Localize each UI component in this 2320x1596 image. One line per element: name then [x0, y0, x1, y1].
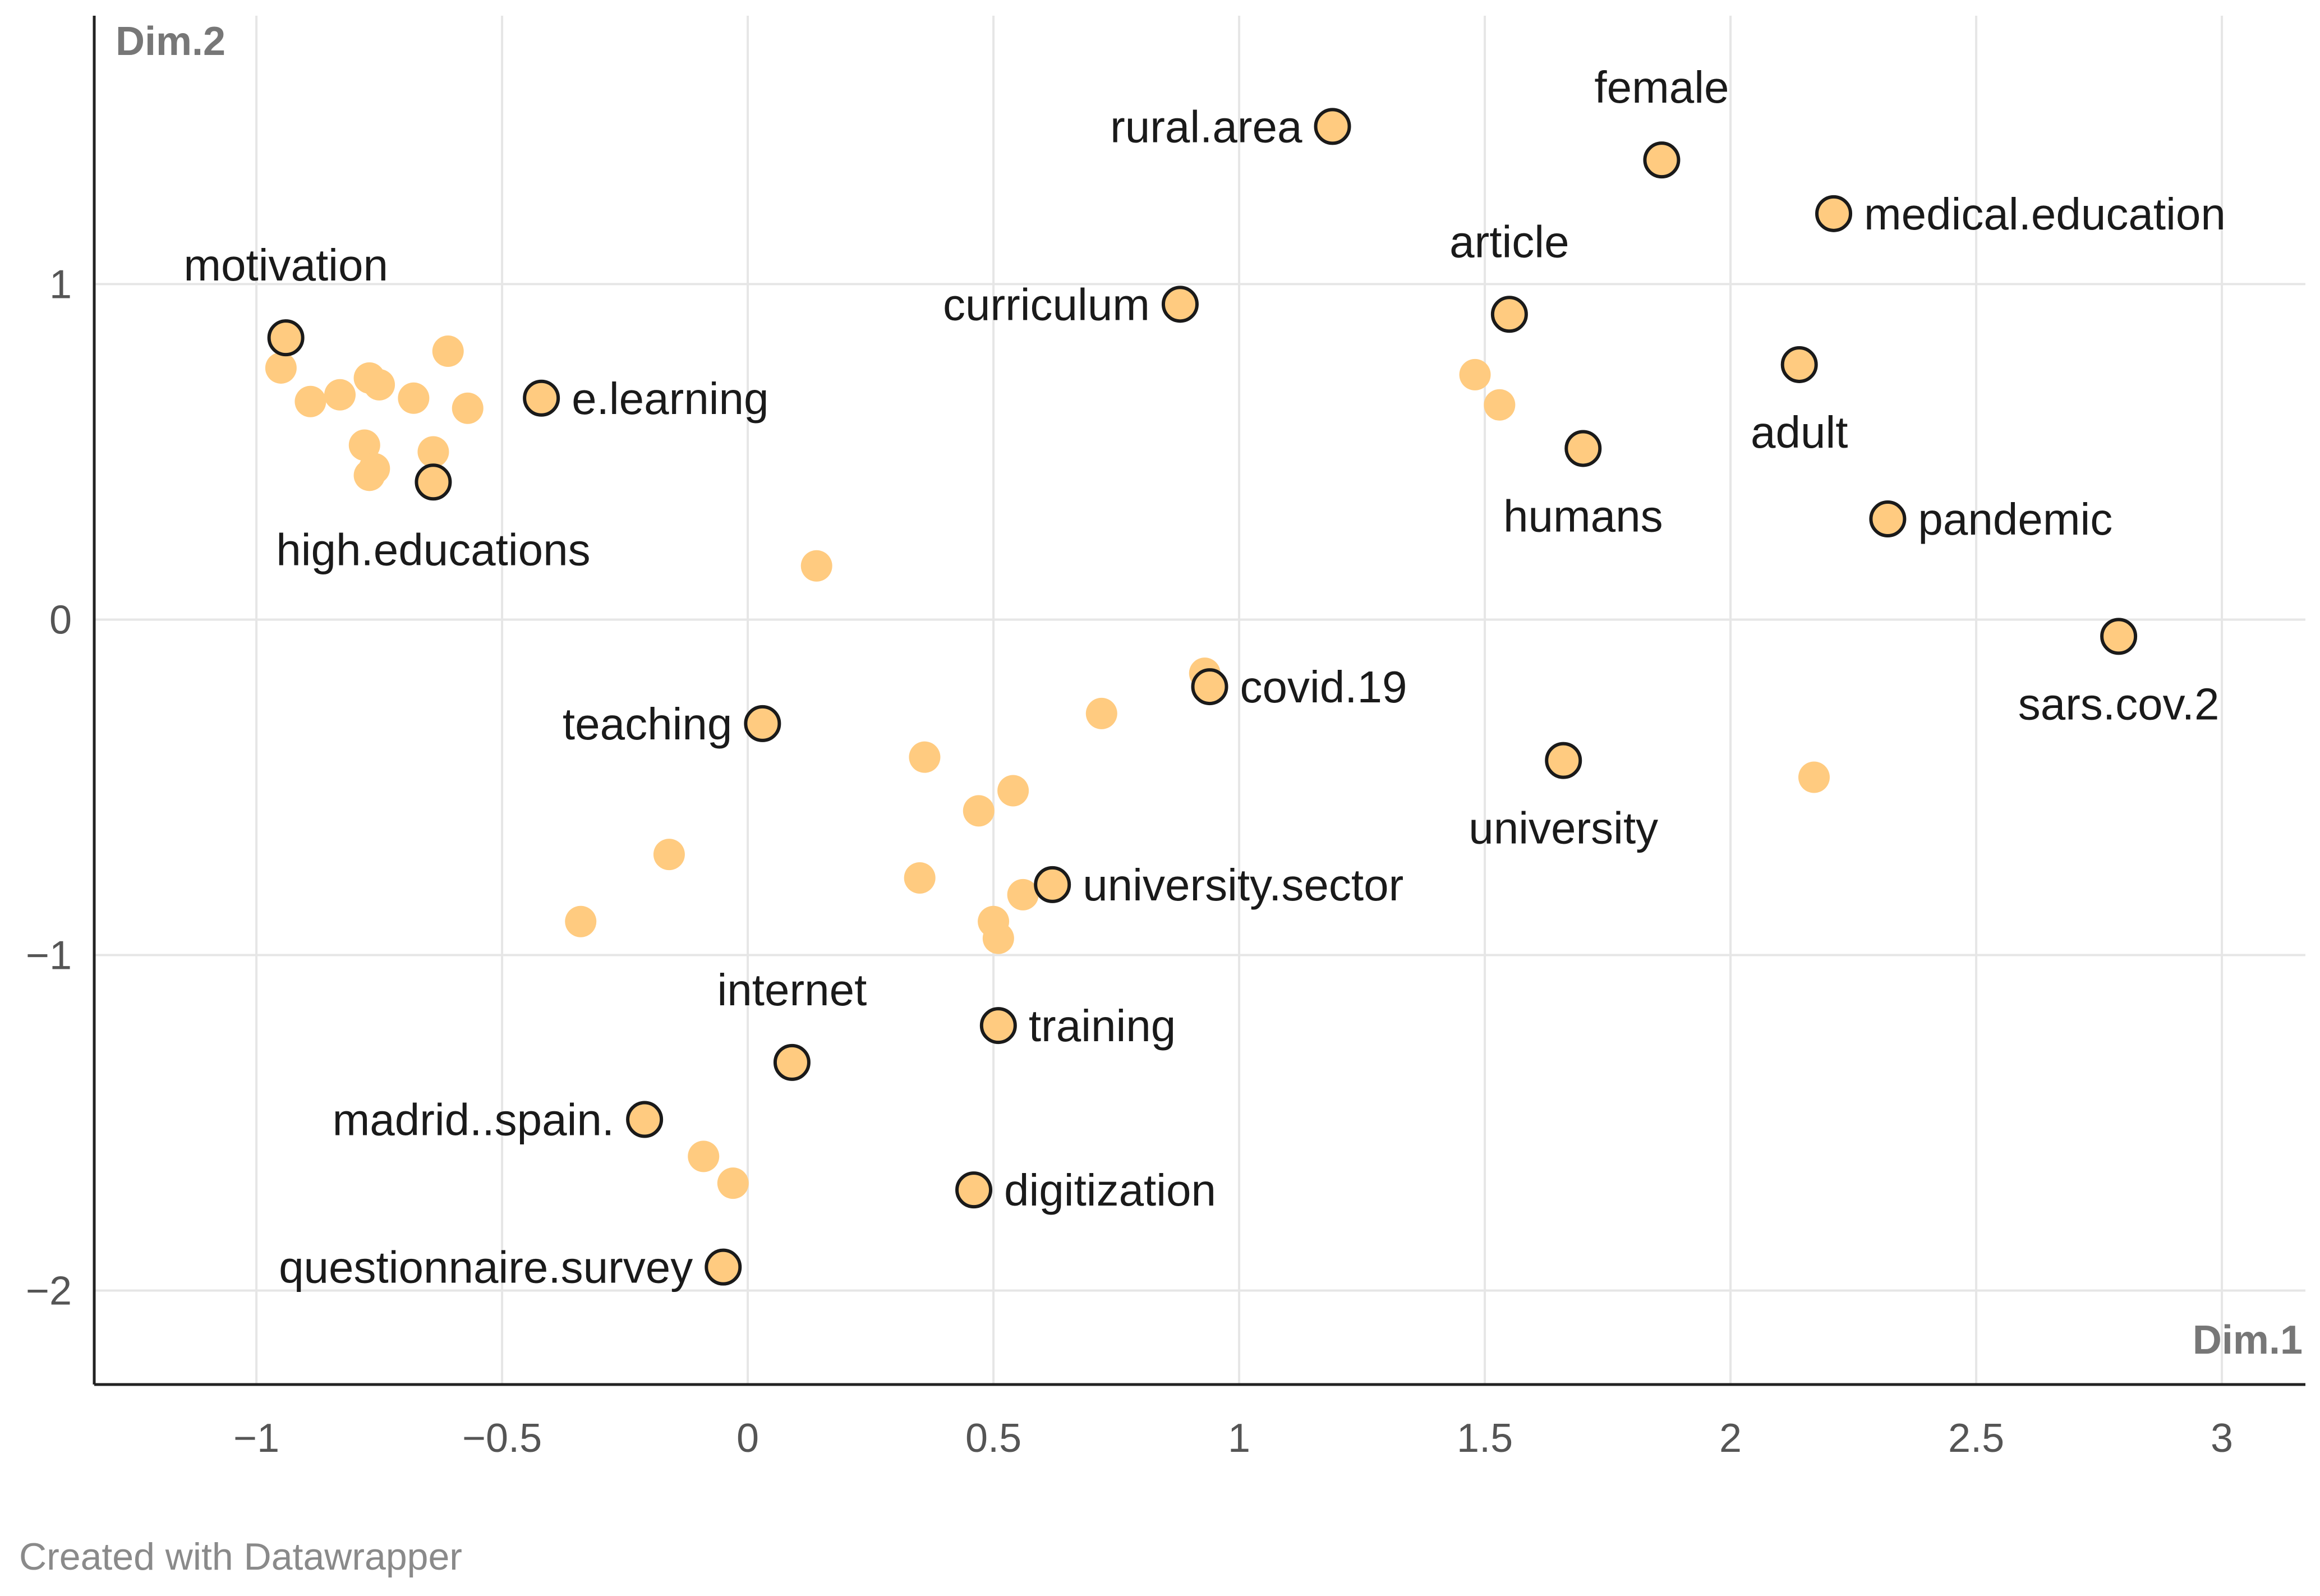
y-tick-label: 1: [49, 262, 72, 307]
x-tick-label: 1.5: [1457, 1416, 1513, 1461]
credit-text: Created with Datawrapper: [19, 1535, 462, 1578]
labeled-data-point: [1161, 286, 1199, 323]
point-labels-layer: motivation e.learning high.educations rural…: [183, 62, 2226, 1293]
grid-layer: [94, 16, 2305, 1385]
data-point: [688, 1140, 720, 1172]
data-point: [398, 382, 430, 414]
data-point: [363, 369, 395, 401]
data-point: [997, 775, 1029, 807]
data-point: [800, 550, 832, 582]
point-label: sars.cov.2: [2018, 679, 2220, 729]
x-tick-label: 0: [736, 1416, 759, 1461]
point-label: medical.education: [1864, 189, 2226, 239]
data-point: [717, 1167, 749, 1199]
labeled-data-point: [1314, 108, 1351, 145]
point-label: internet: [717, 965, 867, 1015]
x-tick-label: 1: [1228, 1416, 1250, 1461]
point-label: covid.19: [1240, 662, 1407, 712]
data-point: [982, 922, 1014, 954]
labeled-data-point: [2100, 618, 2138, 655]
point-label: digitization: [1004, 1165, 1216, 1215]
point-label: rural.area: [1110, 102, 1302, 151]
data-point: [565, 905, 597, 937]
labeled-data-point: [955, 1171, 993, 1209]
data-point: [963, 795, 995, 827]
labeled-data-point: [1643, 141, 1681, 179]
labeled-data-point: [1490, 296, 1528, 333]
y-axis-title: Dim.2: [116, 19, 225, 64]
x-axis-title: Dim.1: [2193, 1318, 2303, 1363]
labeled-data-point: [705, 1248, 742, 1286]
point-label: questionnaire.survey: [279, 1243, 693, 1293]
points-layer: [265, 108, 2138, 1286]
point-label: university: [1469, 803, 1658, 853]
point-label: article: [1449, 217, 1569, 266]
x-tick-label: −0.5: [462, 1416, 542, 1461]
point-label: e.learning: [572, 374, 768, 424]
point-label: adult: [1751, 407, 1848, 457]
point-label: madrid..spain.: [333, 1095, 614, 1145]
data-point: [1459, 358, 1491, 390]
x-tick-label: 2: [1719, 1416, 1742, 1461]
data-point: [1085, 697, 1117, 729]
labeled-data-point: [773, 1043, 811, 1081]
point-label: high.educations: [276, 525, 590, 574]
labeled-data-point: [415, 463, 452, 501]
data-point: [265, 352, 297, 384]
y-tick-label: 0: [49, 597, 72, 642]
labeled-data-point: [1545, 742, 1582, 779]
data-point: [417, 436, 449, 468]
data-point: [1484, 389, 1516, 421]
labeled-data-point: [744, 705, 781, 742]
data-point: [1007, 879, 1039, 910]
tick-labels: −1 −0.5 0 0.5 1 1.5 2 2.5 3 1 0 −1 −2: [26, 262, 2233, 1461]
data-point: [348, 429, 380, 461]
labeled-data-point: [1034, 866, 1071, 903]
point-label: motivation: [183, 240, 388, 290]
x-tick-label: 2.5: [1948, 1416, 2004, 1461]
data-point: [353, 459, 385, 491]
data-point: [294, 385, 326, 417]
data-point: [653, 839, 685, 871]
point-label: university.sector: [1083, 860, 1403, 910]
labeled-data-point: [1780, 346, 1818, 383]
axis-layer: [93, 16, 2305, 1386]
x-tick-label: 0.5: [965, 1416, 1021, 1461]
data-point: [432, 335, 464, 367]
data-point: [324, 379, 356, 411]
x-tick-label: −1: [233, 1416, 279, 1461]
point-label: humans: [1503, 491, 1663, 541]
labeled-data-point: [267, 319, 305, 357]
point-label: training: [1029, 1001, 1176, 1051]
labeled-data-point: [1564, 430, 1602, 467]
data-point: [1798, 761, 1830, 793]
x-tick-label: 3: [2211, 1416, 2233, 1461]
point-label: pandemic: [1918, 494, 2112, 544]
labeled-data-point: [1869, 500, 1907, 538]
labeled-data-point: [979, 1007, 1017, 1045]
y-tick-label: −1: [26, 933, 72, 978]
point-label: teaching: [563, 699, 732, 749]
point-label: curriculum: [943, 279, 1150, 329]
labeled-data-point: [1815, 195, 1853, 232]
labeled-data-point: [1191, 668, 1228, 706]
labeled-data-point: [523, 379, 560, 417]
data-point: [904, 862, 936, 894]
labeled-data-point: [626, 1101, 664, 1138]
data-point: [452, 392, 484, 424]
point-label: female: [1594, 62, 1729, 112]
y-tick-label: −2: [26, 1269, 72, 1314]
data-point: [909, 741, 941, 773]
